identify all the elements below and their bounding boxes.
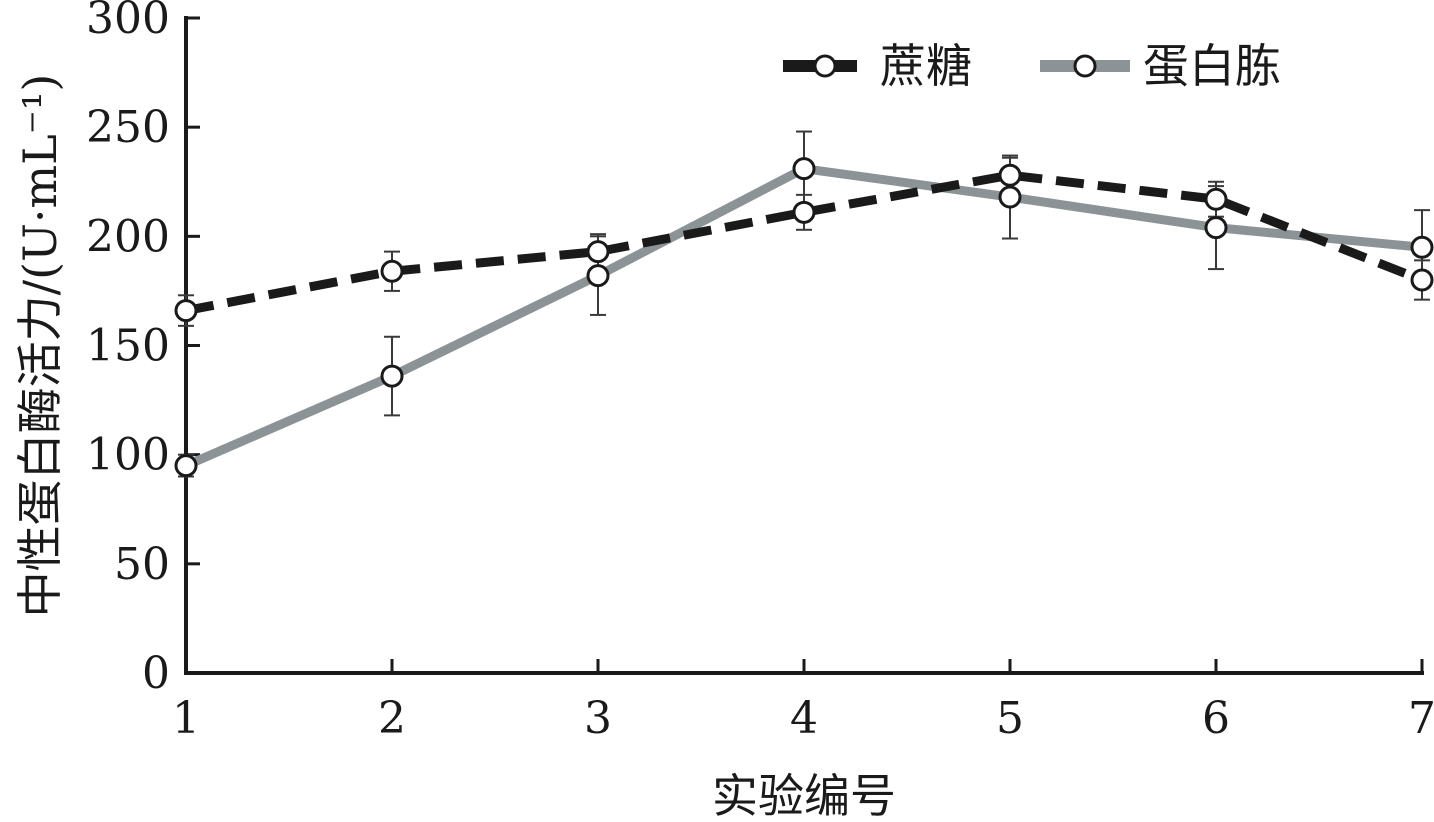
legend-label-sucrose: 蔗糖: [880, 39, 972, 93]
x-tick-label: 5: [996, 693, 1024, 744]
legend-marker-peptone: [1073, 54, 1097, 78]
legend: 蔗糖 蛋白胨: [783, 39, 1281, 93]
axes: [184, 16, 1424, 675]
data-point-peptone: [1410, 235, 1434, 259]
data-point-peptone: [380, 364, 404, 388]
series-markers: [174, 157, 1434, 478]
ticks: 0 50 100 150 200 250 300 1 2 3 4 5 6 7: [86, 0, 1434, 744]
data-point-sucrose: [792, 200, 816, 224]
data-point-sucrose: [1204, 187, 1228, 211]
y-tick-label: 100: [86, 430, 170, 481]
data-point-sucrose: [998, 163, 1022, 187]
x-axis-title: 实验编号: [712, 769, 896, 822]
y-tick-label: 0: [142, 648, 170, 699]
data-point-sucrose: [1410, 268, 1434, 292]
legend-marker-sucrose: [813, 54, 837, 78]
y-tick-label: 200: [86, 211, 170, 262]
data-point-sucrose: [174, 299, 198, 323]
y-axis-title: 中性蛋白酶活力/(U·mL⁻¹): [13, 74, 67, 618]
x-tick-label: 4: [790, 693, 818, 744]
data-point-sucrose: [380, 259, 404, 283]
y-tick-label: 300: [86, 0, 170, 44]
y-tick-label: 50: [114, 539, 170, 590]
data-point-peptone: [174, 454, 198, 478]
data-point-peptone: [1204, 216, 1228, 240]
x-tick-label: 1: [172, 693, 200, 744]
y-tick-label: 250: [86, 102, 170, 153]
data-point-sucrose: [586, 240, 610, 264]
error-bars: [178, 130, 1430, 478]
data-point-peptone: [792, 157, 816, 181]
x-tick-label: 7: [1408, 693, 1434, 744]
legend-label-peptone: 蛋白胨: [1143, 39, 1281, 93]
x-tick-label: 6: [1202, 693, 1230, 744]
y-tick-label: 150: [86, 321, 170, 372]
x-tick-label: 3: [584, 693, 612, 744]
data-point-peptone: [998, 185, 1022, 209]
data-point-peptone: [586, 264, 610, 288]
x-tick-label: 2: [378, 693, 406, 744]
